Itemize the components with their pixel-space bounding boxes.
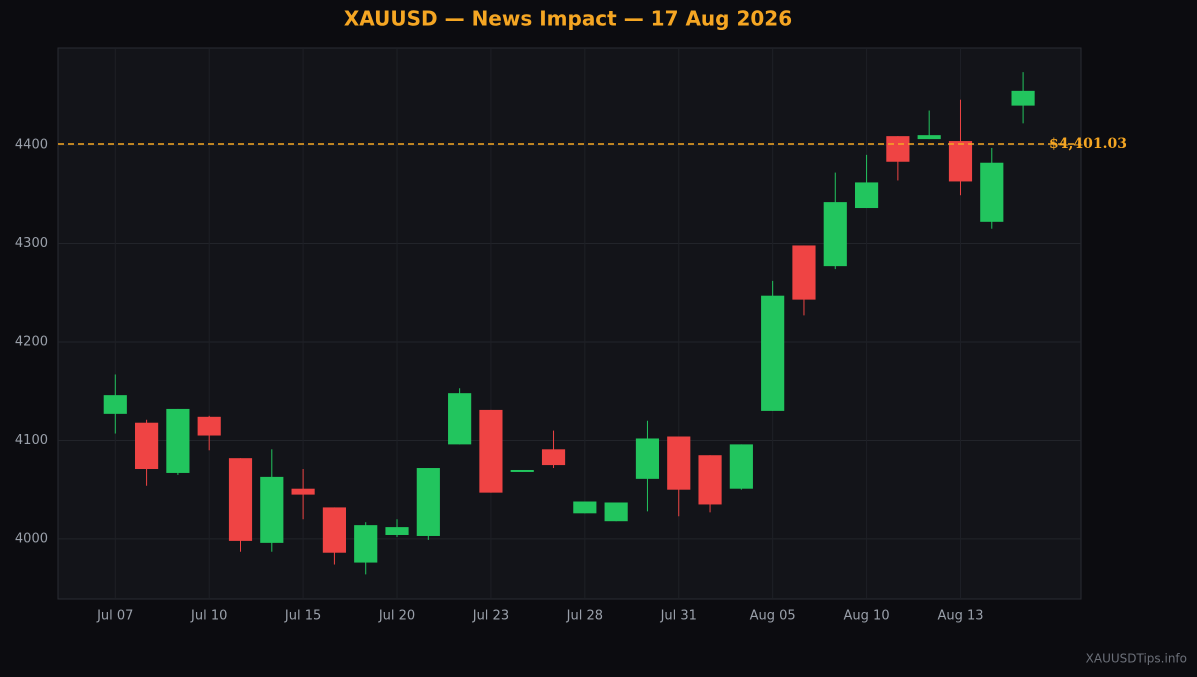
- candle-body: [510, 469, 534, 472]
- reference-label: $4,401.03: [1049, 136, 1127, 152]
- candle-body: [448, 393, 472, 445]
- y-tick-label: 4400: [15, 138, 48, 153]
- candle-body: [385, 527, 409, 535]
- candle-body: [823, 202, 847, 267]
- candle-body: [291, 488, 315, 495]
- candle-body: [980, 162, 1004, 222]
- x-tick-label: Aug 05: [750, 609, 796, 624]
- plot-area: [57, 47, 1082, 600]
- candle-body: [729, 444, 753, 489]
- watermark: XAUUSDTips.info: [1086, 652, 1187, 666]
- candle-body: [135, 422, 159, 470]
- y-tick-label: 4000: [15, 531, 48, 546]
- candle-body: [917, 135, 941, 140]
- candle-body: [354, 525, 378, 563]
- candle-body: [103, 395, 127, 414]
- candle-body: [761, 295, 785, 411]
- x-tick-label: Jul 28: [566, 609, 603, 624]
- y-tick-label: 4300: [15, 236, 48, 251]
- candle-body: [197, 416, 221, 436]
- x-tick-label: Jul 15: [284, 609, 321, 624]
- candle-body: [166, 408, 190, 473]
- candle-body: [322, 507, 346, 553]
- candle-body: [698, 455, 722, 505]
- x-tick-label: Aug 10: [844, 609, 890, 624]
- candle-body: [479, 409, 503, 493]
- candle-body: [886, 136, 910, 162]
- candle-body: [260, 476, 284, 543]
- y-tick-label: 4200: [15, 334, 48, 349]
- candle-body: [228, 458, 253, 541]
- chart-title: XAUUSD — News Impact — 17 Aug 2026: [344, 7, 792, 31]
- candle-body: [792, 245, 816, 300]
- candle-body: [1011, 90, 1035, 106]
- y-tick-label: 4100: [15, 433, 48, 448]
- candle-body: [604, 502, 628, 522]
- candle-body: [541, 449, 566, 466]
- candle-body: [948, 141, 973, 182]
- candle-body: [667, 436, 691, 490]
- candle-body: [635, 438, 660, 479]
- x-tick-label: Jul 23: [472, 609, 509, 624]
- x-tick-label: Jul 31: [660, 609, 697, 624]
- x-tick-label: Jul 10: [190, 609, 227, 624]
- x-tick-label: Jul 20: [378, 609, 415, 624]
- x-tick-label: Aug 13: [937, 609, 983, 624]
- x-tick-label: Jul 07: [96, 609, 133, 624]
- candle-body: [416, 468, 440, 536]
- candle-body: [854, 182, 879, 209]
- candle-body: [573, 501, 597, 514]
